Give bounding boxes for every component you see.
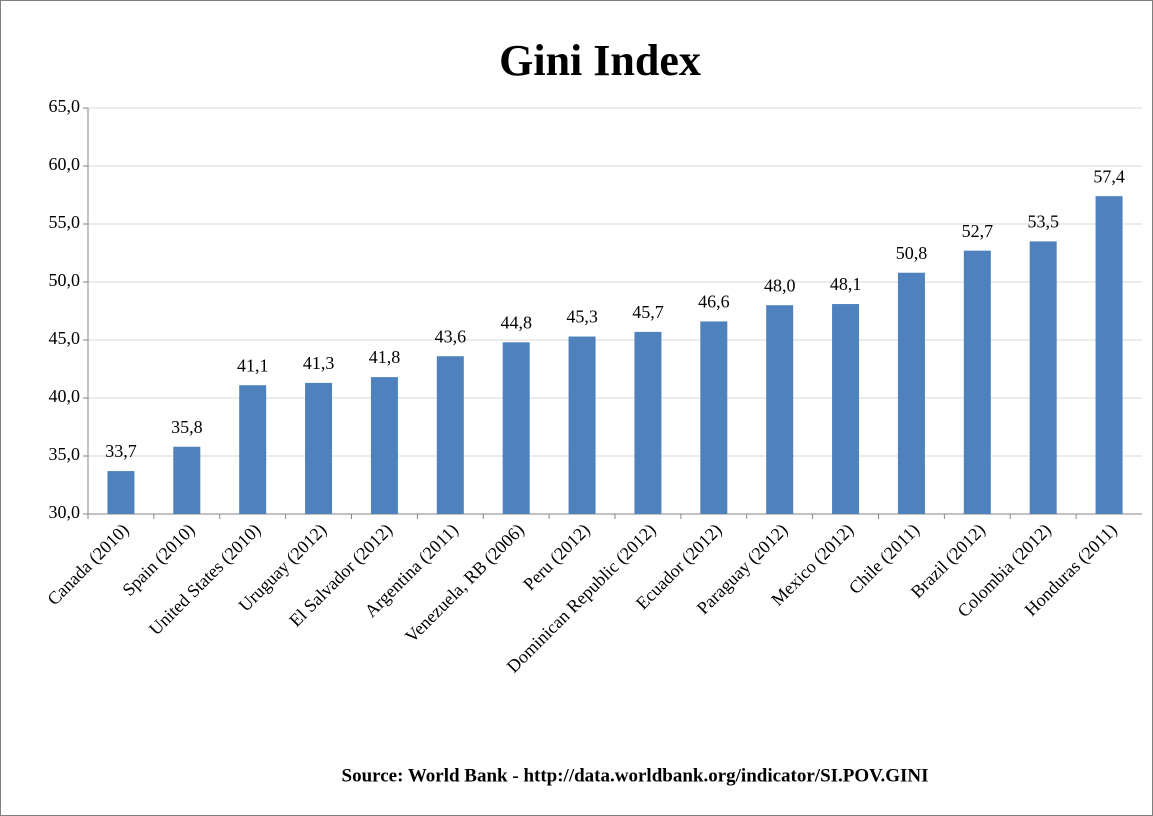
- value-label: 45,3: [566, 307, 598, 327]
- value-label: 57,4: [1093, 166, 1125, 186]
- bar: [832, 304, 860, 514]
- value-label: 48,0: [764, 275, 796, 295]
- value-label: 41,3: [303, 353, 335, 373]
- value-label: 35,8: [171, 417, 203, 437]
- value-label: 33,7: [105, 441, 137, 461]
- bar: [173, 446, 201, 514]
- bar: [1029, 241, 1057, 514]
- bar: [239, 385, 267, 514]
- bar: [305, 382, 333, 514]
- y-tick-label: 65,0: [49, 96, 81, 116]
- bar: [897, 272, 925, 514]
- bar: [1095, 196, 1123, 514]
- y-tick-label: 60,0: [49, 154, 81, 174]
- bar: [436, 356, 464, 514]
- value-label: 43,6: [435, 326, 467, 346]
- chart-title: Gini Index: [499, 36, 701, 85]
- value-label: 53,5: [1027, 212, 1059, 232]
- source-note: Source: World Bank - http://data.worldba…: [342, 765, 929, 786]
- bar: [766, 305, 794, 514]
- bar: [502, 342, 530, 514]
- y-tick-label: 30,0: [49, 502, 81, 522]
- y-tick-label: 55,0: [49, 212, 81, 232]
- value-label: 41,1: [237, 355, 269, 375]
- value-label: 41,8: [369, 347, 401, 367]
- y-tick-label: 35,0: [49, 444, 81, 464]
- y-tick-label: 45,0: [49, 328, 81, 348]
- y-tick-label: 40,0: [49, 386, 81, 406]
- bar: [700, 321, 728, 514]
- bar: [370, 377, 398, 514]
- bar: [634, 331, 662, 514]
- bar: [963, 250, 991, 514]
- value-label: 48,1: [830, 274, 862, 294]
- value-label: 52,7: [962, 221, 994, 241]
- value-label: 50,8: [896, 243, 928, 263]
- value-label: 46,6: [698, 292, 730, 312]
- bar: [107, 471, 135, 514]
- y-tick-label: 50,0: [49, 270, 81, 290]
- value-label: 45,7: [632, 302, 664, 322]
- value-label: 44,8: [500, 312, 532, 332]
- bar: [568, 336, 596, 514]
